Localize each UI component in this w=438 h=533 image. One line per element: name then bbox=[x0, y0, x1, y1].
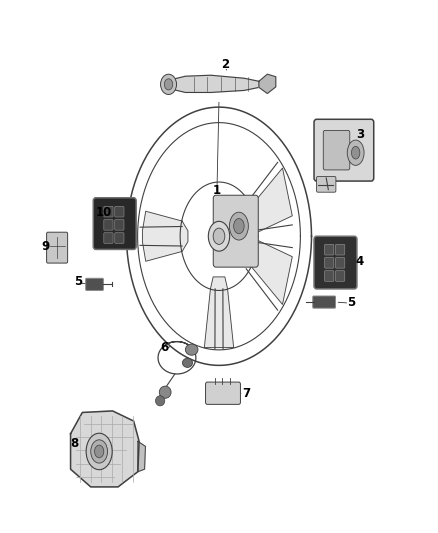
Text: 4: 4 bbox=[356, 255, 364, 268]
Ellipse shape bbox=[230, 212, 248, 240]
Ellipse shape bbox=[91, 440, 108, 463]
Ellipse shape bbox=[347, 140, 364, 165]
Ellipse shape bbox=[95, 445, 104, 458]
Ellipse shape bbox=[159, 386, 171, 398]
Ellipse shape bbox=[351, 147, 360, 159]
Ellipse shape bbox=[182, 358, 193, 367]
FancyBboxPatch shape bbox=[205, 382, 240, 405]
FancyBboxPatch shape bbox=[104, 233, 113, 244]
Ellipse shape bbox=[164, 79, 173, 90]
Text: 8: 8 bbox=[70, 438, 78, 450]
Text: 3: 3 bbox=[356, 128, 364, 141]
FancyBboxPatch shape bbox=[115, 220, 124, 230]
FancyBboxPatch shape bbox=[336, 257, 345, 268]
Text: 5: 5 bbox=[347, 296, 356, 309]
FancyBboxPatch shape bbox=[104, 206, 113, 217]
FancyBboxPatch shape bbox=[115, 206, 124, 217]
Ellipse shape bbox=[86, 433, 112, 470]
Polygon shape bbox=[251, 168, 292, 304]
FancyBboxPatch shape bbox=[213, 195, 258, 267]
FancyBboxPatch shape bbox=[325, 257, 334, 268]
FancyBboxPatch shape bbox=[314, 236, 357, 289]
Ellipse shape bbox=[208, 221, 230, 251]
Text: 10: 10 bbox=[95, 206, 112, 219]
Text: 1: 1 bbox=[213, 184, 221, 197]
Polygon shape bbox=[205, 277, 233, 348]
FancyBboxPatch shape bbox=[313, 296, 336, 308]
Text: 6: 6 bbox=[160, 341, 169, 354]
Polygon shape bbox=[138, 441, 145, 472]
Polygon shape bbox=[71, 411, 139, 487]
Ellipse shape bbox=[155, 395, 165, 406]
FancyBboxPatch shape bbox=[314, 119, 374, 181]
FancyBboxPatch shape bbox=[86, 278, 103, 290]
Ellipse shape bbox=[233, 219, 244, 233]
FancyBboxPatch shape bbox=[115, 233, 124, 244]
FancyBboxPatch shape bbox=[104, 220, 113, 230]
Ellipse shape bbox=[213, 228, 225, 245]
FancyBboxPatch shape bbox=[336, 244, 345, 255]
Ellipse shape bbox=[185, 344, 198, 356]
FancyBboxPatch shape bbox=[93, 198, 136, 249]
Text: 9: 9 bbox=[42, 240, 50, 253]
FancyBboxPatch shape bbox=[325, 244, 334, 255]
FancyBboxPatch shape bbox=[325, 271, 334, 281]
Polygon shape bbox=[169, 75, 259, 92]
FancyBboxPatch shape bbox=[317, 176, 336, 192]
Text: 2: 2 bbox=[221, 58, 230, 70]
Text: 7: 7 bbox=[242, 387, 251, 400]
Polygon shape bbox=[142, 211, 188, 261]
Ellipse shape bbox=[161, 74, 177, 94]
FancyBboxPatch shape bbox=[336, 271, 345, 281]
FancyBboxPatch shape bbox=[46, 232, 67, 263]
FancyBboxPatch shape bbox=[323, 131, 350, 170]
Polygon shape bbox=[259, 74, 276, 93]
Text: 5: 5 bbox=[74, 276, 82, 288]
